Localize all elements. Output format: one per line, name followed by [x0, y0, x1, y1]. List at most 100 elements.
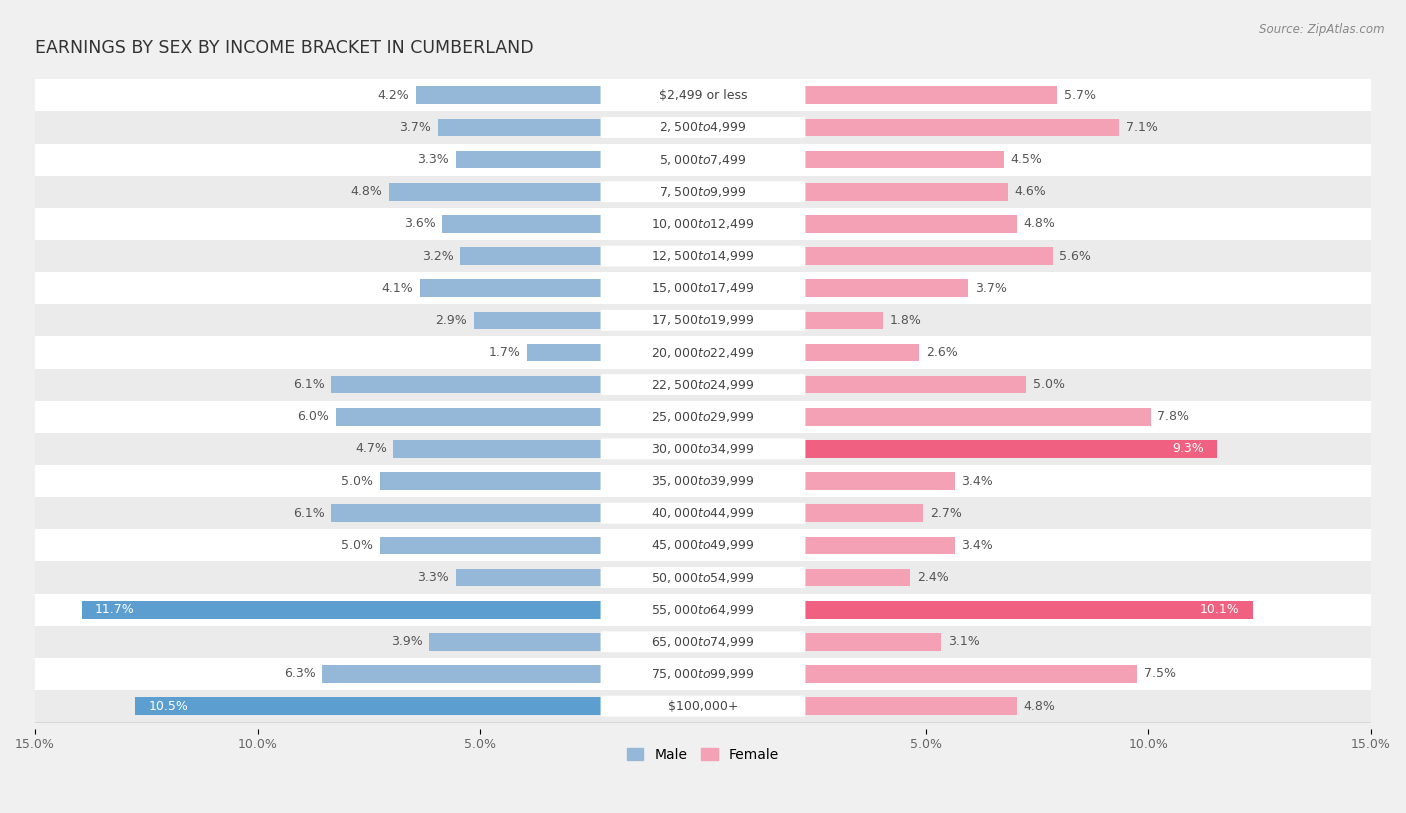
Bar [803, 344, 920, 361]
Text: 3.7%: 3.7% [974, 282, 1007, 294]
Text: 5.7%: 5.7% [1064, 89, 1095, 102]
Text: 5.6%: 5.6% [1059, 250, 1091, 263]
Bar [803, 408, 1150, 426]
Bar [35, 144, 1371, 176]
Bar [35, 658, 1371, 690]
Text: $100,000+: $100,000+ [668, 700, 738, 713]
Bar [35, 593, 1371, 626]
Bar [803, 376, 1026, 393]
Text: $40,000 to $44,999: $40,000 to $44,999 [651, 506, 755, 520]
Text: 7.8%: 7.8% [1157, 411, 1189, 424]
FancyBboxPatch shape [600, 181, 806, 202]
Bar [803, 311, 883, 329]
Text: 6.1%: 6.1% [292, 378, 325, 391]
Bar [35, 626, 1371, 658]
FancyBboxPatch shape [600, 632, 806, 652]
Text: 2.7%: 2.7% [931, 506, 962, 520]
Bar [35, 690, 1371, 722]
Bar [394, 440, 603, 458]
Bar [803, 86, 1057, 104]
Bar [35, 337, 1371, 368]
Bar [35, 176, 1371, 208]
FancyBboxPatch shape [600, 310, 806, 331]
FancyBboxPatch shape [600, 567, 806, 588]
Text: Source: ZipAtlas.com: Source: ZipAtlas.com [1260, 23, 1385, 36]
Bar [474, 311, 603, 329]
Legend: Male, Female: Male, Female [621, 742, 785, 767]
Bar [803, 440, 1218, 458]
Text: $17,500 to $19,999: $17,500 to $19,999 [651, 313, 755, 328]
Bar [803, 247, 1053, 265]
FancyBboxPatch shape [600, 214, 806, 234]
Text: EARNINGS BY SEX BY INCOME BRACKET IN CUMBERLAND: EARNINGS BY SEX BY INCOME BRACKET IN CUM… [35, 39, 533, 58]
Bar [443, 215, 603, 233]
Bar [460, 247, 603, 265]
Bar [322, 665, 603, 683]
Bar [803, 665, 1137, 683]
Text: $2,499 or less: $2,499 or less [659, 89, 747, 102]
Bar [803, 601, 1253, 619]
Bar [82, 601, 603, 619]
Text: 4.5%: 4.5% [1011, 153, 1042, 166]
Bar [330, 376, 603, 393]
Text: $22,500 to $24,999: $22,500 to $24,999 [651, 378, 755, 392]
Text: 7.1%: 7.1% [1126, 121, 1159, 134]
FancyBboxPatch shape [600, 342, 806, 363]
Text: $30,000 to $34,999: $30,000 to $34,999 [651, 442, 755, 456]
Bar [35, 562, 1371, 593]
Bar [35, 465, 1371, 498]
Bar [330, 504, 603, 522]
Text: 4.8%: 4.8% [1024, 217, 1056, 230]
Text: 3.6%: 3.6% [404, 217, 436, 230]
FancyBboxPatch shape [600, 246, 806, 267]
Text: $15,000 to $17,499: $15,000 to $17,499 [651, 281, 755, 295]
Bar [420, 280, 603, 297]
Bar [35, 401, 1371, 433]
Text: 4.8%: 4.8% [350, 185, 382, 198]
Bar [803, 472, 955, 490]
Bar [803, 215, 1017, 233]
Text: 6.3%: 6.3% [284, 667, 315, 680]
Bar [803, 698, 1017, 715]
Bar [380, 472, 603, 490]
Bar [380, 537, 603, 554]
Text: $20,000 to $22,499: $20,000 to $22,499 [651, 346, 755, 359]
FancyBboxPatch shape [600, 374, 806, 395]
Text: 5.0%: 5.0% [342, 475, 374, 488]
FancyBboxPatch shape [600, 471, 806, 492]
Bar [336, 408, 603, 426]
Text: 4.1%: 4.1% [382, 282, 413, 294]
Text: $50,000 to $54,999: $50,000 to $54,999 [651, 571, 755, 585]
Text: 6.1%: 6.1% [292, 506, 325, 520]
Text: $25,000 to $29,999: $25,000 to $29,999 [651, 410, 755, 424]
Bar [803, 119, 1119, 137]
Text: 3.9%: 3.9% [391, 635, 422, 648]
FancyBboxPatch shape [600, 278, 806, 298]
Text: 10.1%: 10.1% [1199, 603, 1240, 616]
Text: 4.2%: 4.2% [377, 89, 409, 102]
Text: $35,000 to $39,999: $35,000 to $39,999 [651, 474, 755, 488]
Bar [35, 368, 1371, 401]
Bar [456, 568, 603, 586]
Text: 10.5%: 10.5% [149, 700, 188, 713]
Bar [527, 344, 603, 361]
Text: $75,000 to $99,999: $75,000 to $99,999 [651, 667, 755, 681]
FancyBboxPatch shape [600, 438, 806, 459]
FancyBboxPatch shape [600, 406, 806, 428]
Bar [389, 183, 603, 201]
Text: $65,000 to $74,999: $65,000 to $74,999 [651, 635, 755, 649]
Text: 6.0%: 6.0% [297, 411, 329, 424]
Text: 3.4%: 3.4% [962, 539, 993, 552]
Text: 3.3%: 3.3% [418, 153, 449, 166]
FancyBboxPatch shape [600, 599, 806, 620]
FancyBboxPatch shape [600, 535, 806, 556]
Bar [803, 183, 1008, 201]
Text: 3.3%: 3.3% [418, 571, 449, 584]
FancyBboxPatch shape [600, 85, 806, 106]
Text: $55,000 to $64,999: $55,000 to $64,999 [651, 602, 755, 617]
Text: 5.0%: 5.0% [342, 539, 374, 552]
FancyBboxPatch shape [600, 663, 806, 685]
Text: 2.4%: 2.4% [917, 571, 949, 584]
Bar [803, 150, 1004, 168]
Bar [456, 150, 603, 168]
